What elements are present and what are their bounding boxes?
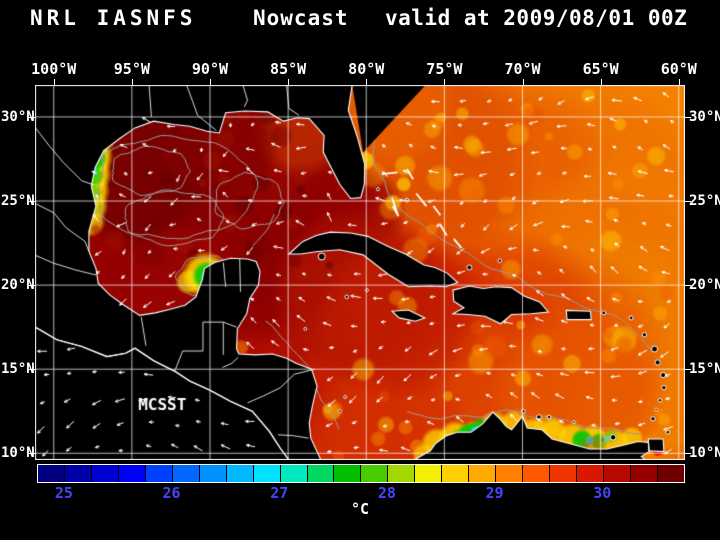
colorbar-cell (469, 465, 496, 482)
colorbar-cell (361, 465, 388, 482)
colorbar-unit-label: °C (350, 500, 370, 518)
lon-tick-mark (522, 79, 524, 85)
lat-tick-label-right: 25°N (689, 193, 720, 210)
colorbar-cell (64, 465, 91, 482)
lon-tick-label: 60°W (660, 60, 697, 78)
lon-tick-label: 100°W (31, 60, 77, 78)
lat-tick-label-left: 10°N (1, 445, 35, 462)
lat-tick-label-left: 20°N (1, 277, 35, 294)
lon-tick-label: 85°W (270, 60, 307, 78)
lat-tick-mark-right (685, 116, 691, 118)
lat-tick-mark-left (29, 453, 35, 455)
colorbar-cell (523, 465, 550, 482)
colorbar-cell (388, 465, 415, 482)
colorbar-cell (442, 465, 469, 482)
colorbar-cell (334, 465, 361, 482)
colorbar-cell (630, 465, 657, 482)
lon-tick-label: 80°W (348, 60, 385, 78)
lat-tick-mark-right (685, 285, 691, 287)
lat-tick-mark-left (29, 201, 35, 203)
colorbar-cell (577, 465, 604, 482)
lon-tick-mark (53, 79, 55, 85)
colorbar-tick-label: 27 (270, 484, 289, 502)
lon-tick-label: 90°W (191, 60, 229, 78)
lat-tick-mark-right (685, 201, 691, 203)
lat-tick-label-left: 30°N (1, 108, 35, 125)
lon-tick-mark (678, 79, 680, 85)
lon-tick-label: 75°W (426, 60, 463, 78)
colorbar-cell (550, 465, 577, 482)
lat-tick-label-left: 15°N (1, 361, 35, 378)
colorbar-cell (280, 465, 307, 482)
colorbar-cell (657, 465, 684, 482)
colorbar-cell (38, 465, 64, 482)
lat-tick-mark-right (685, 453, 691, 455)
colorbar-tick-label: 29 (485, 484, 504, 502)
colorbar-cell (172, 465, 199, 482)
lat-tick-label-right: 20°N (689, 277, 720, 294)
lon-tick-mark (209, 79, 211, 85)
lon-tick-label: 95°W (113, 60, 150, 78)
lat-tick-mark-left (29, 369, 35, 371)
colorbar-cell (118, 465, 145, 482)
lat-tick-label-left: 25°N (1, 193, 35, 210)
lat-tick-label-right: 10°N (689, 445, 720, 462)
colorbar-cell (253, 465, 280, 482)
colorbar-cell (307, 465, 334, 482)
product-title: NRL IASNFS (30, 6, 197, 30)
colorbar (37, 464, 685, 483)
lon-tick-mark (444, 79, 446, 85)
run-mode-title: Nowcast (253, 6, 349, 30)
sst-map-canvas (35, 85, 685, 460)
colorbar-cell (415, 465, 442, 482)
lat-tick-mark-left (29, 116, 35, 118)
lon-tick-mark (288, 79, 290, 85)
colorbar-cell (145, 465, 172, 482)
colorbar-cell (199, 465, 226, 482)
colorbar-cell (496, 465, 523, 482)
lon-tick-mark (131, 79, 133, 85)
colorbar-tick-label: 26 (162, 484, 181, 502)
colorbar-cell (91, 465, 118, 482)
lat-tick-label-right: 30°N (689, 108, 720, 125)
lat-tick-label-right: 15°N (689, 361, 720, 378)
lon-tick-mark (366, 79, 368, 85)
lon-tick-label: 65°W (582, 60, 619, 78)
lon-tick-mark (600, 79, 602, 85)
colorbar-tick-label: 28 (377, 484, 396, 502)
colorbar-cell (226, 465, 253, 482)
valid-time-title: valid at 2009/08/01 00Z (385, 6, 688, 30)
lat-tick-mark-left (29, 285, 35, 287)
colorbar-tick-label: 25 (54, 484, 73, 502)
lon-tick-label: 70°W (504, 60, 541, 78)
colorbar-tick-label: 30 (593, 484, 612, 502)
colorbar-cell (604, 465, 630, 482)
lat-tick-mark-right (685, 369, 691, 371)
